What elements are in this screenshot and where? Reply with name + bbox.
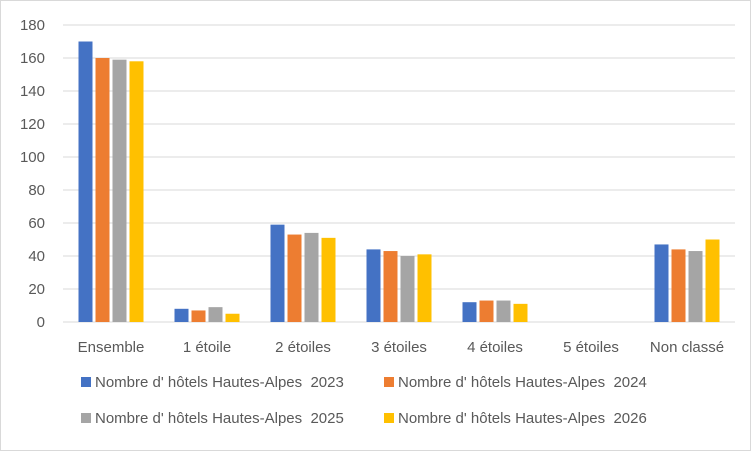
bar — [654, 244, 669, 322]
bar — [95, 58, 110, 322]
bar — [129, 61, 144, 323]
x-tick-label: 3 étoiles — [371, 339, 427, 356]
x-tick-label: 5 étoiles — [563, 339, 619, 356]
y-tick-label: 180 — [20, 17, 45, 34]
bar — [321, 237, 336, 322]
y-tick-label: 120 — [20, 116, 45, 133]
y-axis: 0 20 40 60 80 100 120 140 160 180 — [20, 17, 45, 331]
bar — [513, 303, 528, 322]
x-tick-label: 2 étoiles — [275, 339, 331, 356]
x-tick-label: 1 étoile — [183, 339, 231, 356]
legend-swatch — [384, 413, 394, 423]
bar — [496, 300, 511, 322]
bar — [270, 224, 285, 322]
bar — [287, 234, 302, 322]
y-tick-label: 0 — [37, 314, 45, 331]
bar — [78, 41, 93, 322]
legend-label: Nombre d' hôtels Hautes-Alpes 2026 — [398, 410, 647, 427]
bar — [208, 307, 223, 322]
y-tick-label: 80 — [28, 182, 45, 199]
bar — [174, 308, 189, 322]
bar — [112, 59, 127, 323]
legend-swatch — [81, 413, 91, 423]
bar — [383, 251, 398, 322]
y-tick-label: 40 — [28, 248, 45, 265]
bar — [366, 249, 381, 322]
x-tick-label: Ensemble — [78, 339, 145, 356]
bar — [191, 310, 206, 322]
y-tick-label: 140 — [20, 83, 45, 100]
x-tick-label: Non classé — [650, 339, 724, 356]
legend-swatch — [81, 377, 91, 387]
bar — [688, 251, 703, 322]
legend-label: Nombre d' hôtels Hautes-Alpes 2024 — [398, 374, 647, 391]
y-tick-label: 60 — [28, 215, 45, 232]
x-axis: Ensemble 1 étoile 2 étoiles 3 étoiles 4 étoi… — [78, 339, 724, 356]
bar — [671, 249, 686, 322]
legend: Nombre d' hôtels Hautes-Alpes 2023 Nombre… — [81, 374, 647, 427]
gridlines — [63, 24, 735, 323]
x-tick-label: 4 étoiles — [467, 339, 523, 356]
bar — [304, 232, 319, 322]
bar — [705, 239, 720, 322]
bar — [417, 254, 432, 322]
bars — [78, 41, 720, 323]
bar — [462, 302, 477, 322]
legend-label: Nombre d' hôtels Hautes-Alpes 2023 — [95, 374, 344, 391]
bar — [400, 256, 415, 322]
y-tick-label: 100 — [20, 149, 45, 166]
bar — [225, 313, 240, 322]
y-tick-label: 160 — [20, 50, 45, 67]
legend-label: Nombre d' hôtels Hautes-Alpes 2025 — [95, 410, 344, 427]
legend-swatch — [384, 377, 394, 387]
y-tick-label: 20 — [28, 281, 45, 298]
bar — [479, 300, 494, 322]
